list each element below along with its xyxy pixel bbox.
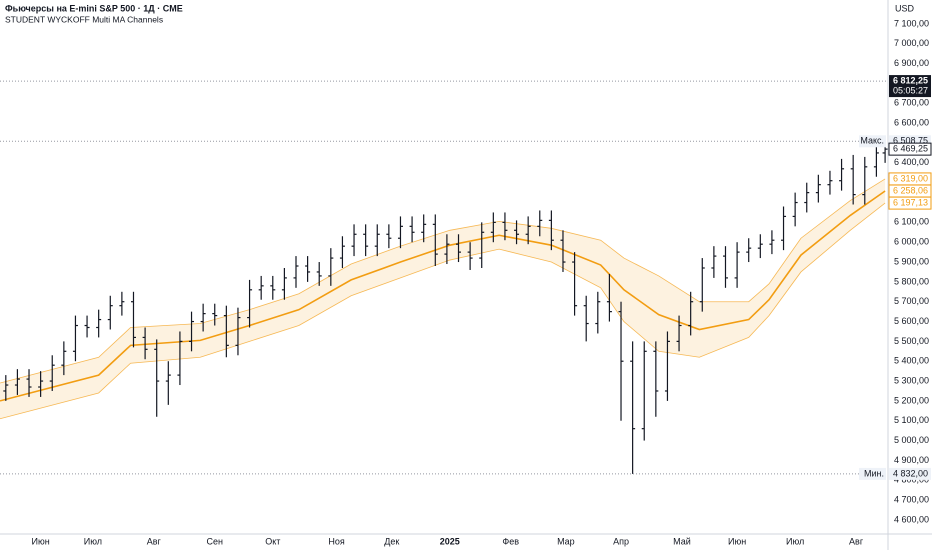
min-value-label-box [889,467,931,480]
y-tick-label: 6 400,00 [894,157,929,167]
chart-title: Фьючерсы на E-mini S&P 500 · 1Д · CME [5,3,183,13]
y-tick-label: 6 000,00 [894,237,929,247]
y-tick-label: 5 800,00 [894,276,929,286]
x-tick-label: Фев [502,536,519,546]
y-tick-label: 5 300,00 [894,375,929,385]
y-tick-label: 5 100,00 [894,415,929,425]
x-tick-label: Дек [384,536,399,546]
last-price-label: 6 812,25 [893,75,928,85]
y-tick-label: 5 000,00 [894,435,929,445]
currency: USD [895,3,915,13]
channel-lower-label: 6 197,13 [893,197,928,207]
x-tick-label: Июн [728,536,746,546]
x-tick-label: Ноя [328,536,345,546]
max-tag: Макс. [860,136,884,146]
y-tick-label: 4 900,00 [894,455,929,465]
x-tick-label: Апр [613,536,629,546]
y-tick-label: 5 400,00 [894,356,929,366]
y-tick-label: 6 600,00 [894,118,929,128]
channel-upper [0,178,886,384]
x-tick-label: Май [673,536,691,546]
last-close-label-box [888,142,932,156]
min-tag-box [859,467,886,480]
max-value-label: 6 508,75 [893,136,928,146]
channel-upper-label: 6 319,00 [893,173,928,183]
last-close-label: 6 469,25 [893,143,928,153]
indicator-name: STUDENT WYCKOFF Multi MA Channels [5,14,163,24]
channel-middle [0,190,886,402]
min-tag: Мин. [864,468,884,478]
y-tick-label: 4 700,00 [894,494,929,504]
y-tick-label: 6 700,00 [894,98,929,108]
y-tick-label: 4 600,00 [894,514,929,524]
x-tick-label: Июл [84,536,102,546]
y-tick-label: 6 900,00 [894,58,929,68]
x-tick-label: Мар [557,536,575,546]
channel-band [0,178,886,419]
y-tick-label: 5 900,00 [894,256,929,266]
channel-middle-label: 6 258,06 [893,185,928,195]
channel-lower-label-box [888,196,932,210]
channel-lower [0,202,886,420]
y-tick-label: 7 100,00 [894,18,929,28]
x-tick-label: Окт [265,536,280,546]
max-tag-box [859,135,886,148]
x-tick-label: 2025 [440,536,460,546]
y-tick-label: 5 700,00 [894,296,929,306]
x-tick-label: Авг [849,536,864,546]
x-tick-label: Июл [786,536,804,546]
y-tick-label: 7 000,00 [894,38,929,48]
x-tick-label: Июн [32,536,50,546]
countdown: 05:05:27 [893,85,928,95]
x-tick-label: Сен [207,536,224,546]
y-tick-label: 5 600,00 [894,316,929,326]
x-tick-label: Авг [147,536,162,546]
min-value-label: 4 832,00 [893,468,928,478]
y-tick-label: 5 200,00 [894,395,929,405]
last-price-box [889,75,931,98]
y-tick-label: 5 500,00 [894,336,929,346]
y-tick-label: 6 100,00 [894,217,929,227]
